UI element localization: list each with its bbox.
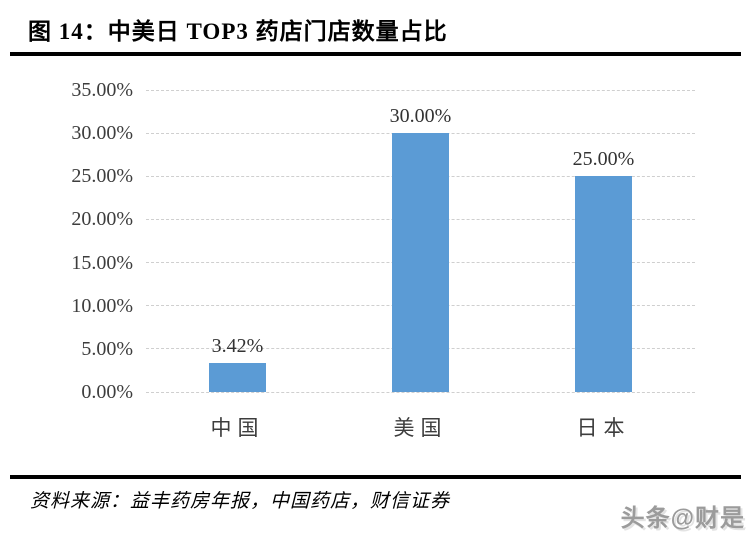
y-tick-label: 15.00% — [71, 251, 133, 274]
y-tick-label: 0.00% — [81, 381, 133, 403]
gridline — [146, 391, 695, 393]
x-tick-label: 中国 — [210, 416, 265, 440]
bar-value-label: 25.00% — [572, 148, 635, 171]
bar-value-label: 3.42% — [211, 334, 264, 357]
x-tick-label: 美国 — [393, 416, 448, 440]
y-tick-label: 35.00% — [71, 79, 133, 101]
bar-chart: 0.00% 5.00% 10.00% 15.00% 20.00% 25.00% 30.00%… — [0, 79, 695, 444]
figure-title: 图 14：中美日 TOP3 药店门店数量占比 — [28, 19, 448, 44]
bar-美国 — [392, 133, 449, 392]
y-tick-label: 20.00% — [71, 208, 133, 231]
y-tick-label: 30.00% — [71, 122, 133, 145]
source-note: 资料来源：益丰药房年报，中国药店，财信证券 — [30, 491, 451, 512]
gridline — [146, 89, 695, 91]
footer-divider-rule — [10, 475, 741, 479]
bar-中国 — [209, 362, 266, 392]
y-tick-label: 25.00% — [71, 165, 133, 188]
x-tick-label: 日本 — [576, 416, 631, 440]
bar-value-label: 30.00% — [389, 105, 452, 128]
title-divider-rule — [10, 52, 741, 56]
x-axis: 中国 美国 日本 — [146, 404, 695, 444]
y-axis: 0.00% 5.00% 10.00% 15.00% 20.00% 25.00% 30.00%… — [0, 79, 133, 403]
watermark: 头条@财是 — [620, 505, 745, 532]
bar-日本 — [575, 176, 632, 392]
plot-area: 3.42% 30.00% 25.00% — [146, 89, 695, 393]
y-tick-label: 10.00% — [71, 294, 133, 317]
y-tick-label: 5.00% — [81, 337, 133, 360]
gridline — [146, 132, 695, 134]
